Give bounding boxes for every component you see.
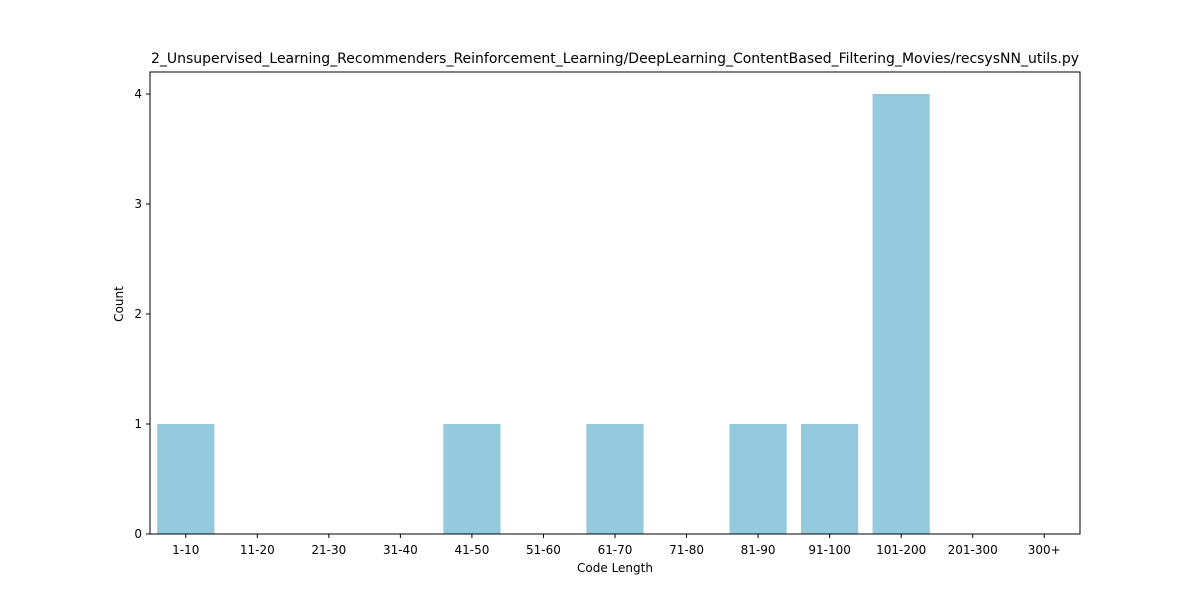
y-axis-label: Count — [112, 286, 126, 322]
y-tick-label: 3 — [134, 197, 142, 211]
bars-layer — [157, 94, 930, 534]
chart-title: 2_Unsupervised_Learning_Recommenders_Rei… — [151, 51, 1079, 67]
x-ticks-layer: 1-10 11-20 21-30 31-40 41-50 51-60 61-70 71-80 8… — [172, 534, 1061, 557]
x-tick-label: 300+ — [1028, 543, 1061, 557]
x-tick-label: 81-90 — [741, 543, 776, 557]
bar-91-100 — [801, 424, 859, 534]
x-axis-label: Code Length — [577, 561, 653, 575]
x-tick-label: 11-20 — [240, 543, 275, 557]
x-tick-label: 91-100 — [808, 543, 851, 557]
y-tick-label: 0 — [134, 527, 142, 541]
x-tick-label: 31-40 — [383, 543, 418, 557]
x-tick-label: 201-300 — [948, 543, 998, 557]
bar-41-50 — [443, 424, 501, 534]
bar-101-200 — [872, 94, 930, 534]
x-tick-label: 41-50 — [454, 543, 489, 557]
x-tick-label: 61-70 — [598, 543, 633, 557]
y-tick-label: 1 — [134, 417, 142, 431]
plot-frame — [149, 71, 1081, 535]
bar-1-10 — [157, 424, 215, 534]
x-tick-label: 71-80 — [669, 543, 704, 557]
y-ticks-layer: 0 1 2 3 4 — [134, 87, 150, 541]
y-tick-label: 2 — [134, 307, 142, 321]
x-tick-label: 51-60 — [526, 543, 561, 557]
x-tick-label: 21-30 — [311, 543, 346, 557]
bar-81-90 — [729, 424, 787, 534]
x-tick-label: 101-200 — [876, 543, 926, 557]
x-tick-label: 1-10 — [172, 543, 199, 557]
bar-61-70 — [586, 424, 644, 534]
y-tick-label: 4 — [134, 87, 142, 101]
